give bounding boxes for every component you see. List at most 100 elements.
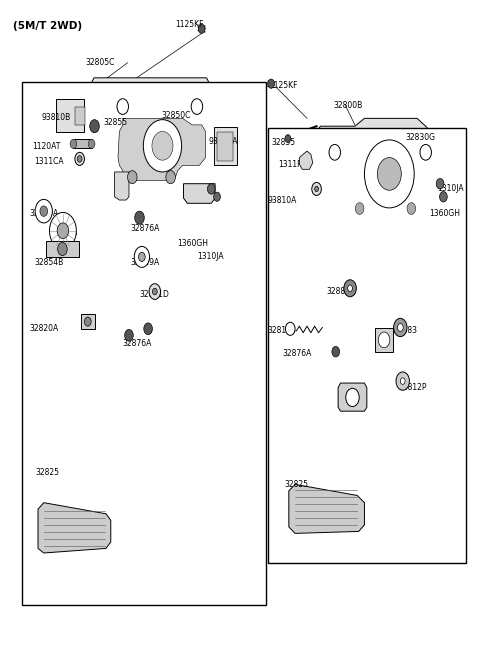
Circle shape: [440, 191, 447, 202]
Circle shape: [77, 156, 82, 162]
Bar: [214, 128, 237, 166]
Polygon shape: [300, 151, 313, 170]
Text: 32855: 32855: [104, 119, 128, 128]
Circle shape: [315, 186, 319, 191]
Text: 1310JA: 1310JA: [197, 252, 224, 261]
Circle shape: [58, 242, 67, 255]
Text: 32876A: 32876A: [130, 224, 159, 233]
Circle shape: [377, 158, 401, 190]
Text: 32815S: 32815S: [268, 326, 297, 335]
Circle shape: [344, 280, 356, 297]
Text: 1125KF: 1125KF: [175, 20, 204, 29]
Bar: [46, 240, 79, 257]
Text: 32883: 32883: [393, 326, 417, 335]
Circle shape: [153, 288, 157, 295]
Text: 1311FA: 1311FA: [278, 160, 306, 168]
Text: 1125KF: 1125KF: [269, 81, 297, 90]
Circle shape: [346, 388, 359, 407]
Text: 1311CA: 1311CA: [34, 157, 64, 166]
Circle shape: [198, 24, 205, 33]
Circle shape: [70, 140, 77, 149]
Circle shape: [152, 132, 173, 160]
Circle shape: [35, 199, 52, 223]
Circle shape: [355, 202, 364, 214]
Text: 32850C: 32850C: [161, 111, 191, 120]
Circle shape: [191, 99, 203, 115]
Bar: [56, 100, 84, 132]
Text: 32855: 32855: [271, 138, 295, 147]
Text: (5M/T 2WD): (5M/T 2WD): [12, 20, 82, 31]
Circle shape: [407, 202, 416, 214]
Circle shape: [49, 212, 76, 249]
Circle shape: [420, 145, 432, 160]
Text: 32812P: 32812P: [399, 383, 427, 392]
Text: 93810A: 93810A: [268, 196, 297, 204]
Circle shape: [144, 120, 181, 172]
Circle shape: [125, 329, 133, 341]
Bar: [268, 128, 467, 563]
Text: 1310JA: 1310JA: [438, 185, 464, 193]
Circle shape: [214, 192, 220, 201]
Text: 32805C: 32805C: [86, 58, 115, 67]
Circle shape: [364, 140, 414, 208]
Polygon shape: [88, 78, 221, 204]
Circle shape: [139, 252, 145, 261]
Circle shape: [88, 140, 95, 149]
Bar: [375, 328, 393, 352]
Circle shape: [285, 135, 291, 143]
Circle shape: [134, 246, 150, 267]
Text: 32825: 32825: [285, 480, 309, 489]
Circle shape: [400, 378, 405, 384]
Text: 32876A: 32876A: [282, 349, 312, 358]
Text: 93840A: 93840A: [209, 137, 239, 145]
Circle shape: [348, 285, 352, 291]
Text: 93810B: 93810B: [41, 113, 71, 122]
Circle shape: [394, 318, 407, 337]
Circle shape: [312, 182, 322, 195]
Circle shape: [128, 171, 137, 183]
Bar: [81, 314, 95, 329]
Text: 32871D: 32871D: [140, 290, 169, 299]
Text: 1360GH: 1360GH: [177, 239, 208, 248]
Polygon shape: [118, 119, 205, 180]
Polygon shape: [311, 119, 448, 241]
Circle shape: [397, 324, 403, 331]
Circle shape: [332, 346, 339, 357]
Text: 32819A: 32819A: [29, 209, 59, 217]
Bar: [217, 132, 233, 161]
Bar: [73, 140, 92, 149]
Circle shape: [40, 206, 48, 216]
Polygon shape: [183, 183, 215, 203]
Circle shape: [90, 120, 99, 133]
Text: 32854B: 32854B: [34, 257, 63, 267]
Polygon shape: [289, 484, 364, 533]
Text: 1120AT: 1120AT: [32, 142, 60, 151]
Circle shape: [75, 153, 84, 166]
Text: 32830G: 32830G: [405, 134, 435, 142]
Circle shape: [329, 145, 340, 160]
Text: 32819A: 32819A: [130, 257, 159, 267]
Circle shape: [378, 332, 390, 348]
Circle shape: [117, 99, 129, 115]
Circle shape: [268, 79, 275, 88]
Text: 93810A: 93810A: [48, 228, 78, 237]
Circle shape: [436, 178, 444, 189]
Text: 32883: 32883: [326, 287, 350, 296]
Circle shape: [144, 323, 153, 335]
Circle shape: [84, 317, 91, 326]
Text: 1360GH: 1360GH: [429, 209, 460, 217]
Polygon shape: [38, 502, 111, 553]
Text: 32800B: 32800B: [333, 101, 362, 110]
Polygon shape: [338, 383, 367, 411]
Circle shape: [207, 183, 215, 194]
Text: 32820A: 32820A: [29, 324, 59, 333]
Circle shape: [286, 322, 295, 335]
Circle shape: [396, 372, 409, 390]
Circle shape: [149, 284, 160, 299]
Circle shape: [57, 223, 69, 238]
Text: 32825: 32825: [36, 468, 60, 477]
Polygon shape: [115, 172, 129, 200]
Bar: [22, 83, 266, 605]
Text: 32876A: 32876A: [123, 339, 152, 348]
Bar: [75, 107, 85, 125]
